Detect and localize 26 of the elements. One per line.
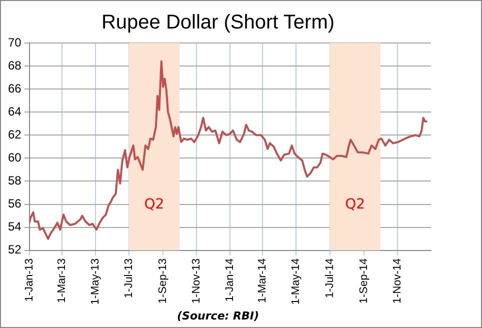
y-tick-label: 54 <box>8 220 22 234</box>
x-tick-label: 1-Mar-14 <box>256 258 269 303</box>
y-tick-label: 60 <box>8 150 22 164</box>
x-tick-label: 1-Jul-14 <box>324 258 336 298</box>
y-tick-label: 64 <box>8 104 22 118</box>
y-tick-label: 62 <box>8 127 22 142</box>
x-tick-label: 1-May-14 <box>290 258 302 305</box>
band-label: Q2 <box>345 196 366 212</box>
y-tick-label: 68 <box>8 58 22 72</box>
x-tick-label: 1-Jan-14 <box>224 258 236 302</box>
x-tick-label: 1-Sep-13 <box>157 258 170 304</box>
x-tick-label: 1-Jan-13 <box>23 258 36 302</box>
chart-title: Rupee Dollar (Short Term) <box>101 12 335 34</box>
y-tick-label: 66 <box>8 81 22 96</box>
y-tick-label: 56 <box>8 196 22 211</box>
x-tick-label: 1-Jul-13 <box>122 258 135 298</box>
band-label: Q2 <box>144 196 164 212</box>
x-tick-label: 1-Nov-13 <box>190 258 203 304</box>
text: (Source: RBI) <box>177 309 259 322</box>
y-tick-label: 52 <box>8 242 22 257</box>
y-tick-label: 70 <box>8 35 22 50</box>
x-tick-label: 1-Sep-14 <box>358 258 370 304</box>
x-tick-label: 1-May-13 <box>89 258 102 305</box>
x-tick-label: 1-Nov-14 <box>391 258 404 304</box>
x-tick-label: 1-Mar-13 <box>56 258 68 303</box>
y-tick-label: 58 <box>8 174 22 188</box>
